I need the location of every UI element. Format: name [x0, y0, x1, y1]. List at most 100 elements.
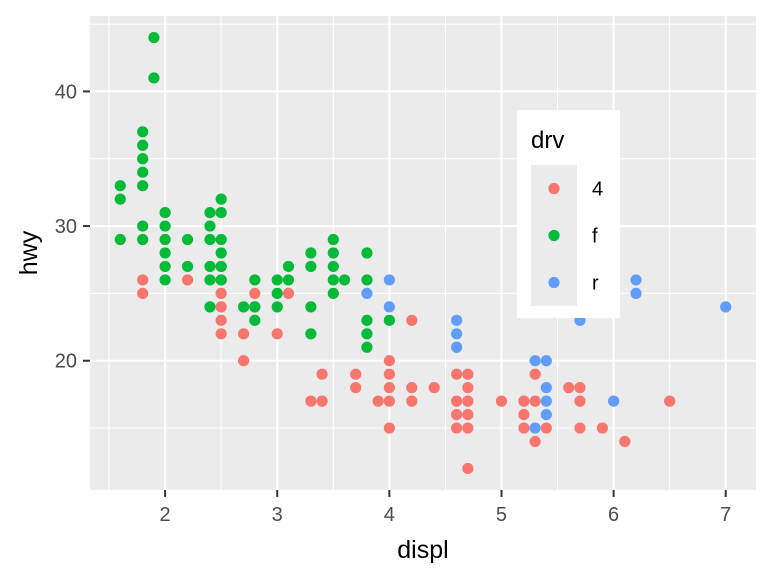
legend-title: drv: [531, 127, 564, 154]
data-point: [282, 287, 295, 299]
data-point: [361, 328, 373, 340]
data-point: [462, 382, 474, 394]
data-point: [238, 355, 250, 367]
data-point: [462, 422, 474, 434]
data-point: [518, 408, 530, 421]
data-point: [215, 247, 227, 259]
data-point: [159, 260, 171, 273]
data-point: [720, 301, 732, 313]
data-point: [249, 287, 261, 299]
data-point: [361, 314, 373, 326]
data-point: [529, 355, 541, 367]
data-point: [282, 260, 295, 273]
data-point: [137, 233, 149, 246]
data-point: [114, 180, 126, 192]
data-point: [563, 382, 575, 394]
data-point: [361, 274, 373, 286]
data-point: [462, 395, 474, 407]
data-point: [383, 422, 395, 434]
plot-panel: [90, 16, 756, 490]
data-point: [316, 368, 328, 380]
data-point: [137, 220, 149, 232]
data-point: [137, 287, 149, 299]
data-point: [204, 220, 216, 232]
data-point: [574, 395, 586, 407]
data-point: [350, 382, 362, 394]
data-point: [137, 153, 149, 165]
y-tick-label: 20: [55, 351, 77, 373]
y-axis: 20 30 40: [55, 81, 90, 373]
data-point: [529, 435, 541, 448]
data-point: [406, 314, 418, 326]
data-point: [383, 395, 395, 407]
data-point: [249, 314, 261, 326]
data-point: [114, 233, 126, 246]
data-point: [305, 247, 317, 259]
data-point: [181, 260, 194, 273]
data-point: [574, 382, 586, 394]
data-point: [238, 301, 250, 313]
data-point: [159, 220, 171, 232]
data-point: [114, 193, 126, 205]
data-point: [372, 395, 384, 407]
data-point: [529, 422, 541, 434]
data-point: [451, 314, 463, 326]
data-point: [462, 462, 474, 475]
data-point: [327, 287, 339, 299]
data-point: [249, 274, 261, 286]
y-tick-label: 30: [55, 216, 77, 238]
data-point: [596, 422, 608, 434]
data-point: [215, 301, 227, 313]
x-tick-label: 3: [272, 504, 283, 526]
data-point: [462, 408, 474, 421]
data-point: [159, 233, 171, 246]
data-point: [451, 328, 463, 340]
data-point: [148, 72, 160, 84]
data-point: [271, 287, 283, 299]
data-point: [383, 314, 395, 326]
data-point: [204, 207, 216, 219]
data-point: [137, 139, 149, 151]
x-tick-label: 7: [720, 504, 731, 526]
data-point: [271, 274, 283, 286]
legend-key-point: [548, 229, 560, 242]
legend-key-point: [548, 182, 560, 195]
data-point: [540, 355, 552, 367]
data-point: [327, 233, 339, 246]
data-point: [238, 328, 250, 340]
y-axis-title: hwy: [15, 230, 43, 275]
data-point: [137, 166, 149, 178]
data-point: [215, 207, 227, 219]
x-axis: 2 3 4 5 6 7: [160, 490, 731, 526]
data-point: [137, 274, 149, 286]
data-point: [316, 395, 328, 407]
data-point: [361, 247, 373, 259]
data-point: [215, 314, 227, 326]
data-point: [350, 368, 362, 380]
data-point: [529, 368, 541, 380]
data-point: [361, 287, 373, 299]
data-point: [664, 395, 676, 407]
data-point: [451, 422, 463, 434]
data-point: [215, 328, 227, 340]
legend-label: 4: [592, 179, 603, 201]
major-gridlines: [90, 16, 756, 490]
data-point: [249, 301, 261, 313]
data-point: [518, 395, 530, 407]
data-point: [137, 126, 149, 138]
x-tick-label: 2: [160, 504, 171, 526]
data-point: [451, 368, 463, 380]
x-tick-label: 4: [384, 504, 395, 526]
data-point: [495, 395, 508, 407]
data-point: [204, 233, 216, 246]
data-point: [215, 287, 227, 299]
data-point: [148, 31, 160, 44]
legend-key-point: [548, 276, 560, 289]
data-point: [451, 341, 463, 353]
data-point: [204, 260, 216, 273]
data-point: [383, 301, 395, 313]
data-point: [282, 274, 295, 286]
data-point: [338, 274, 351, 286]
